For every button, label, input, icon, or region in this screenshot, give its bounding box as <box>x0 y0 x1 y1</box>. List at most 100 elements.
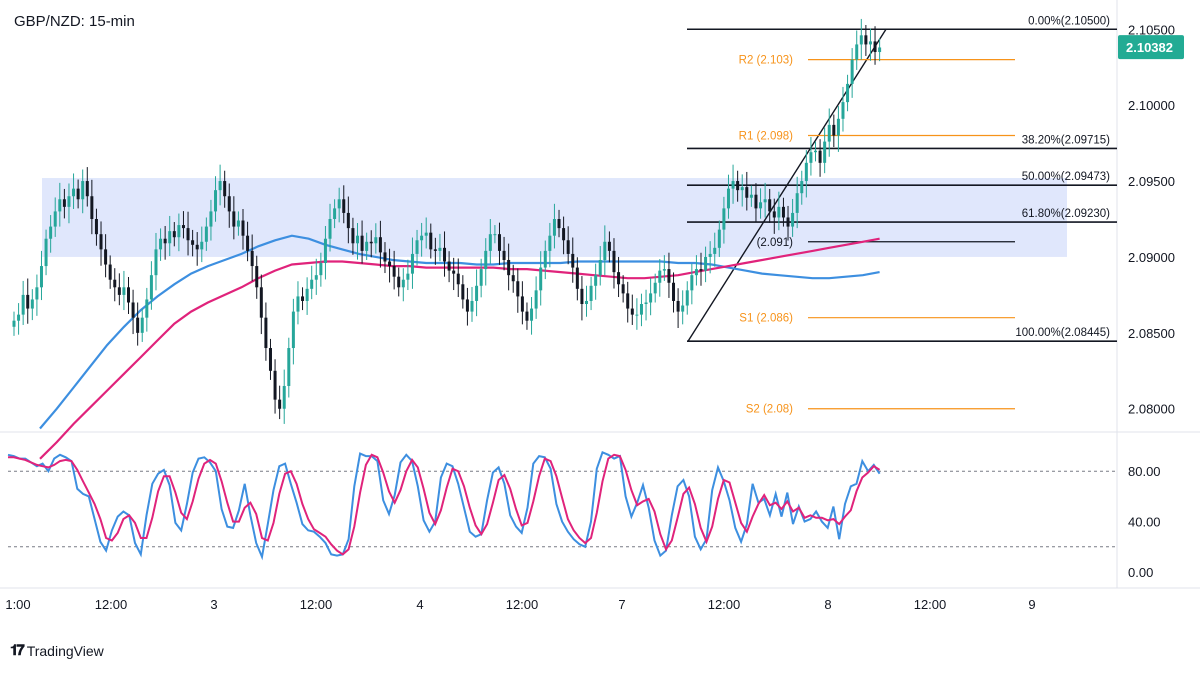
candle-body[interactable] <box>717 229 721 248</box>
candle-body[interactable] <box>369 241 373 244</box>
candle-body[interactable] <box>39 266 43 288</box>
candle-body[interactable] <box>626 293 630 309</box>
candle-body[interactable] <box>823 141 827 163</box>
candle-body[interactable] <box>159 238 163 250</box>
candle-body[interactable] <box>136 317 140 333</box>
candle-body[interactable] <box>566 240 570 254</box>
candle-body[interactable] <box>488 234 492 251</box>
candle-body[interactable] <box>154 249 158 276</box>
candle-body[interactable] <box>209 211 213 227</box>
candle-body[interactable] <box>314 275 318 280</box>
candle-body[interactable] <box>525 311 529 321</box>
candle-body[interactable] <box>72 188 76 197</box>
candle-body[interactable] <box>191 240 195 245</box>
candle-body[interactable] <box>740 187 744 191</box>
candle-body[interactable] <box>841 102 845 119</box>
candle-body[interactable] <box>378 237 382 253</box>
candle-body[interactable] <box>227 196 231 212</box>
candle-body[interactable] <box>296 296 300 312</box>
candle-body[interactable] <box>443 247 447 262</box>
candle-body[interactable] <box>246 235 250 251</box>
candle-body[interactable] <box>809 152 813 163</box>
candle-body[interactable] <box>731 181 735 189</box>
candle-body[interactable] <box>516 281 520 297</box>
candle-body[interactable] <box>104 249 108 265</box>
candle-body[interactable] <box>772 211 776 218</box>
candle-body[interactable] <box>781 206 785 218</box>
candle-body[interactable] <box>653 282 657 294</box>
candle-body[interactable] <box>704 256 708 271</box>
candle-body[interactable] <box>759 202 763 209</box>
candle-body[interactable] <box>255 266 259 288</box>
candle-body[interactable] <box>149 275 153 300</box>
candle-body[interactable] <box>356 235 359 244</box>
candle-body[interactable] <box>470 300 474 312</box>
candle-body[interactable] <box>200 241 204 250</box>
candle-body[interactable] <box>612 250 616 273</box>
candle-body[interactable] <box>415 240 419 254</box>
candle-body[interactable] <box>873 41 877 53</box>
candle-body[interactable] <box>232 211 236 227</box>
candle-body[interactable] <box>562 228 566 241</box>
candle-body[interactable] <box>287 348 291 386</box>
candle-body[interactable] <box>278 399 282 409</box>
tradingview-logo[interactable]: 𝟏𝟕 TradingView <box>10 642 104 659</box>
candle-body[interactable] <box>392 266 396 277</box>
candle-body[interactable] <box>672 282 676 301</box>
candle-body[interactable] <box>644 302 648 305</box>
candle-body[interactable] <box>401 279 405 288</box>
candle-body[interactable] <box>639 304 643 315</box>
candle-body[interactable] <box>708 253 712 257</box>
candle-body[interactable] <box>635 314 639 316</box>
candle-body[interactable] <box>745 187 749 198</box>
candle-body[interactable] <box>310 279 314 289</box>
candle-body[interactable] <box>35 287 39 300</box>
candle-body[interactable] <box>552 219 556 236</box>
candle-body[interactable] <box>497 234 501 251</box>
candle-body[interactable] <box>214 190 218 212</box>
candle-body[interactable] <box>163 238 167 244</box>
candle-body[interactable] <box>145 299 149 318</box>
candle-body[interactable] <box>571 253 575 268</box>
candle-body[interactable] <box>598 259 602 276</box>
candle-body[interactable] <box>17 314 21 321</box>
candle-body[interactable] <box>259 287 263 318</box>
candle-body[interactable] <box>388 261 392 267</box>
candle-body[interactable] <box>827 124 831 142</box>
candle-body[interactable] <box>447 261 451 271</box>
candle-body[interactable] <box>763 199 767 203</box>
candle-body[interactable] <box>846 83 850 103</box>
candle-body[interactable] <box>117 287 121 295</box>
candle-body[interactable] <box>800 181 804 194</box>
candle-body[interactable] <box>699 269 703 271</box>
candle-body[interactable] <box>814 150 817 153</box>
candle-body[interactable] <box>241 220 245 236</box>
candle-body[interactable] <box>791 212 795 227</box>
candle-body[interactable] <box>662 269 666 271</box>
candle-body[interactable] <box>580 288 584 305</box>
candle-body[interactable] <box>131 302 135 318</box>
candle-body[interactable] <box>868 41 872 45</box>
candle-body[interactable] <box>236 220 240 227</box>
candle-body[interactable] <box>365 241 369 251</box>
candle-body[interactable] <box>630 308 634 315</box>
candle-body[interactable] <box>433 249 437 251</box>
candle-body[interactable] <box>754 194 758 209</box>
candle-body[interactable] <box>122 287 126 295</box>
candle-body[interactable] <box>406 273 410 280</box>
candle-body[interactable] <box>337 199 341 209</box>
candle-body[interactable] <box>594 275 598 286</box>
candle-body[interactable] <box>685 290 689 306</box>
candle-body[interactable] <box>360 235 364 251</box>
candle-body[interactable] <box>268 348 272 371</box>
candle-body[interactable] <box>85 181 89 197</box>
candle-body[interactable] <box>539 267 543 291</box>
candle-body[interactable] <box>511 275 515 282</box>
candle-body[interactable] <box>530 308 534 321</box>
candle-body[interactable] <box>543 250 547 268</box>
candle-body[interactable] <box>383 252 387 262</box>
candle-body[interactable] <box>181 225 185 229</box>
candle-body[interactable] <box>342 199 346 213</box>
